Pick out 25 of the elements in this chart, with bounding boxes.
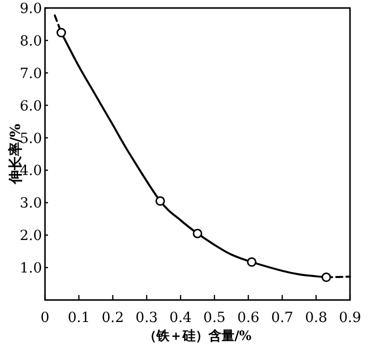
point	[246, 257, 256, 267]
x-tick-label: 0.4	[169, 310, 192, 326]
y-tick-label: 7.0	[20, 66, 42, 82]
y-tick-label: 8.0	[20, 33, 42, 50]
y-tick-label: 4.0	[20, 163, 42, 180]
y-tick-label: 1.0	[20, 260, 42, 277]
y-tick-label: 2.0	[20, 228, 42, 244]
point	[192, 228, 202, 238]
x-tick-label: 0.5	[203, 310, 226, 326]
x-axis-title: （铁＋硅）含量/%	[143, 328, 252, 344]
x-tick-label: 0.3	[136, 310, 158, 326]
y-tick-label: 9.0	[20, 1, 42, 17]
x-tick-label: 0.2	[102, 310, 124, 326]
y-tick-label: 3.0	[20, 196, 42, 212]
x-tick-label: 0.9	[338, 310, 362, 326]
x-tick-label: 0	[40, 310, 50, 326]
y-tick-label: 6.0	[20, 98, 42, 114]
x-tick-label: 0.6	[237, 310, 260, 326]
x-tick-label: 0.7	[271, 310, 294, 326]
y-tick-label: 5.0	[20, 130, 42, 147]
x-tick-label: 0.8	[304, 310, 328, 326]
x-tick-label: 0.1	[68, 310, 90, 326]
point	[322, 272, 332, 282]
point	[56, 28, 66, 38]
point	[155, 196, 165, 206]
